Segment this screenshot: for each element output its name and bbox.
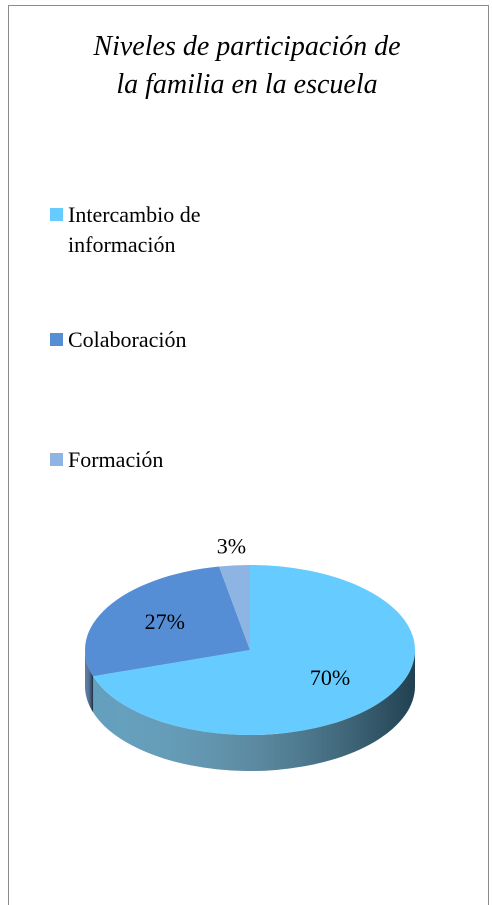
- legend-item: Intercambio de información: [50, 200, 268, 260]
- pie-side-shade: [93, 650, 415, 771]
- legend-item: Formación: [50, 445, 268, 475]
- data-label: 3%: [217, 533, 246, 558]
- legend-label: Intercambio de información: [68, 202, 201, 257]
- legend-swatch: [50, 333, 63, 346]
- pie-slice: [93, 565, 416, 735]
- chart-title: Niveles de participación de la familia e…: [93, 31, 401, 100]
- data-label: 27%: [145, 609, 185, 634]
- data-label: 70%: [310, 665, 350, 690]
- pie-side-shade: [85, 650, 94, 713]
- pie-slice: [85, 566, 251, 677]
- legend-swatch: [50, 208, 63, 221]
- legend-label: Formación: [68, 447, 164, 472]
- legend-item: Colaboración: [50, 325, 268, 355]
- legend-label: Colaboración: [68, 327, 187, 352]
- legend-swatch: [50, 453, 63, 466]
- chart-frame: [8, 5, 489, 905]
- pie-slice: [219, 565, 250, 650]
